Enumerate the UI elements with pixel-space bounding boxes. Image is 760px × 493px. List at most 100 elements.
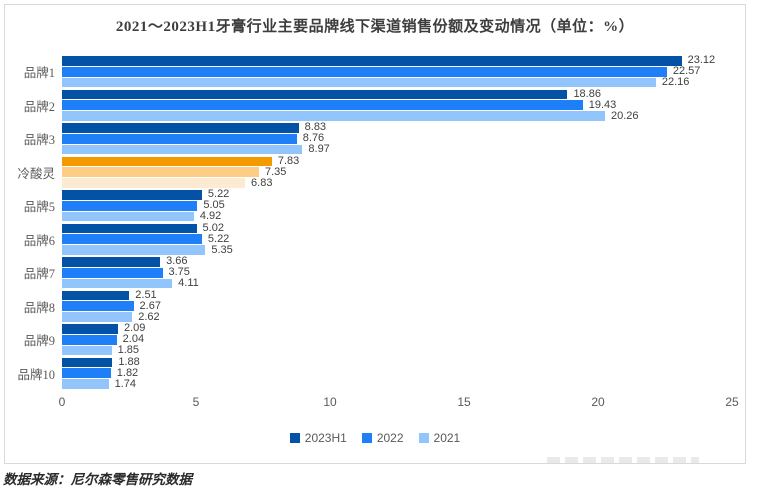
- bar-line: 2.09: [62, 323, 732, 334]
- bar-2021: [62, 144, 303, 155]
- legend-label: 2021: [433, 431, 461, 445]
- category-label: 品牌6: [23, 233, 55, 248]
- bar-group: 18.86 19.43 20.26: [62, 88, 732, 121]
- legend-item: 2022: [361, 431, 404, 445]
- chart-row: 品牌9 2.09 2.04 1.85: [5, 323, 732, 357]
- x-tick-label: 15: [457, 395, 471, 409]
- bar-line: 1.82: [62, 366, 732, 379]
- category-label: 品牌1: [23, 66, 55, 81]
- x-tick-label: 0: [58, 395, 66, 409]
- category-label: 品牌2: [23, 99, 55, 114]
- bar-2021: [62, 111, 605, 121]
- value-label: 23.12: [687, 54, 716, 67]
- bar-2022: [62, 334, 117, 345]
- bar-2022: [62, 368, 111, 379]
- bar-line: 6.83: [62, 177, 732, 188]
- bar-2023H1: [62, 223, 197, 234]
- source-note: 数据来源：尼尔森零售研究数据: [3, 472, 192, 487]
- value-label: 7.35: [264, 165, 287, 178]
- chart-row: 品牌1 23.12 22.57 22.16: [5, 55, 732, 89]
- bar-line: 8.76: [62, 133, 732, 144]
- legend-item: 2021: [418, 431, 461, 445]
- bar-line: 5.05: [62, 200, 732, 211]
- chart-row: 品牌2 18.86 19.43 20.26: [5, 88, 732, 123]
- category-label: 品牌5: [23, 200, 55, 215]
- x-tick-label: 10: [323, 395, 337, 409]
- category-label: 品牌7: [23, 267, 55, 282]
- value-label: 5.02: [202, 221, 224, 234]
- bar-group: 1.88 1.82 1.74: [62, 355, 732, 389]
- category-label: 品牌10: [17, 367, 55, 382]
- bar-line: 5.35: [62, 243, 732, 256]
- plot-rows: 品牌1 23.12 22.57 22.16 品牌2 18.86 19.43 20.26 品牌3 8…: [5, 55, 732, 390]
- bar-group: 5.02 5.22 5.35: [62, 221, 732, 256]
- bar-group: 23.12 22.57 22.16: [62, 54, 732, 89]
- bar-2021: [62, 178, 246, 188]
- bar-line: 2.51: [62, 288, 732, 301]
- chart-row: 品牌7 3.66 3.75 4.11: [5, 256, 732, 290]
- bar-group: 5.22 5.05 4.92: [62, 188, 732, 222]
- x-tick-label: 25: [725, 395, 739, 409]
- bar-line: 5.02: [62, 221, 732, 234]
- value-label: 22.16: [661, 76, 690, 89]
- value-label: 7.83: [277, 154, 300, 167]
- category-label: 品牌9: [23, 334, 55, 349]
- bar-group: 2.51 2.67 2.62: [62, 288, 732, 323]
- value-label: 19.43: [588, 98, 617, 111]
- value-label: 3.66: [166, 255, 188, 268]
- bar-group: 8.83 8.76 8.97: [62, 122, 732, 155]
- value-label: 3.75: [168, 266, 190, 279]
- value-label: 5.22: [207, 232, 230, 245]
- x-tick-label: 5: [192, 395, 200, 409]
- chart-row: 品牌3 8.83 8.76 8.97: [5, 122, 732, 156]
- bar-2023H1: [62, 357, 113, 368]
- bar-2021: [62, 211, 194, 222]
- bar-2022: [62, 133, 297, 144]
- bar-line: 19.43: [62, 98, 732, 111]
- bar-2022: [62, 234, 202, 245]
- bar-2022: [62, 167, 259, 178]
- bar-line: 3.75: [62, 266, 732, 279]
- value-label: 2.62: [138, 310, 160, 323]
- bar-line: 3.66: [62, 255, 732, 268]
- bar-2023H1: [62, 324, 118, 334]
- chart-frame: 2021～2023H1牙膏行业主要品牌线下渠道销售份额及变动情况（单位：%） 品…: [4, 4, 746, 464]
- value-label: 2.51: [135, 288, 157, 301]
- bar-2021: [62, 77, 656, 88]
- bar-line: 1.88: [62, 355, 732, 368]
- bar-line: 2.62: [62, 310, 732, 323]
- value-label: 5.35: [211, 243, 233, 256]
- bar-2022: [62, 100, 583, 111]
- bar-2023H1: [62, 89, 568, 100]
- x-tick-label: 20: [591, 395, 605, 409]
- bar-line: 2.04: [62, 334, 732, 345]
- bar-line: 5.22: [62, 188, 732, 201]
- bar-line: 2.67: [62, 299, 732, 312]
- bar-line: 8.97: [62, 144, 732, 155]
- legend-swatch-icon: [418, 433, 429, 443]
- value-label: 1.85: [117, 344, 139, 357]
- value-label: 2.67: [139, 299, 161, 312]
- bar-line: 1.74: [62, 378, 732, 389]
- bar-line: 5.22: [62, 232, 732, 245]
- value-label: 1.82: [116, 366, 139, 379]
- bar-group: 2.09 2.04 1.85: [62, 323, 732, 357]
- bar-2021: [62, 379, 109, 389]
- legend-label: 2023H1: [304, 431, 347, 445]
- bar-group: 7.83 7.35 6.83: [62, 154, 732, 188]
- bar-2022: [62, 200, 198, 211]
- bar-line: 8.83: [62, 122, 732, 133]
- legend-label: 2022: [376, 431, 404, 445]
- chart-row: 品牌5 5.22 5.05 4.92: [5, 189, 732, 223]
- category-label: 品牌8: [23, 300, 55, 315]
- bar-2021: [62, 312, 133, 322]
- bar-2023H1: [62, 190, 202, 200]
- chart-row: 品牌8 2.51 2.67 2.62: [5, 288, 732, 324]
- value-label: 1.88: [118, 355, 140, 368]
- value-label: 5.22: [207, 188, 230, 201]
- chart-row: 品牌10 1.88 1.82 1.74: [5, 355, 732, 391]
- bar-2021: [62, 278, 173, 289]
- bar-2022: [62, 301, 134, 312]
- chart-row: 品牌6 5.02 5.22 5.35: [5, 221, 732, 257]
